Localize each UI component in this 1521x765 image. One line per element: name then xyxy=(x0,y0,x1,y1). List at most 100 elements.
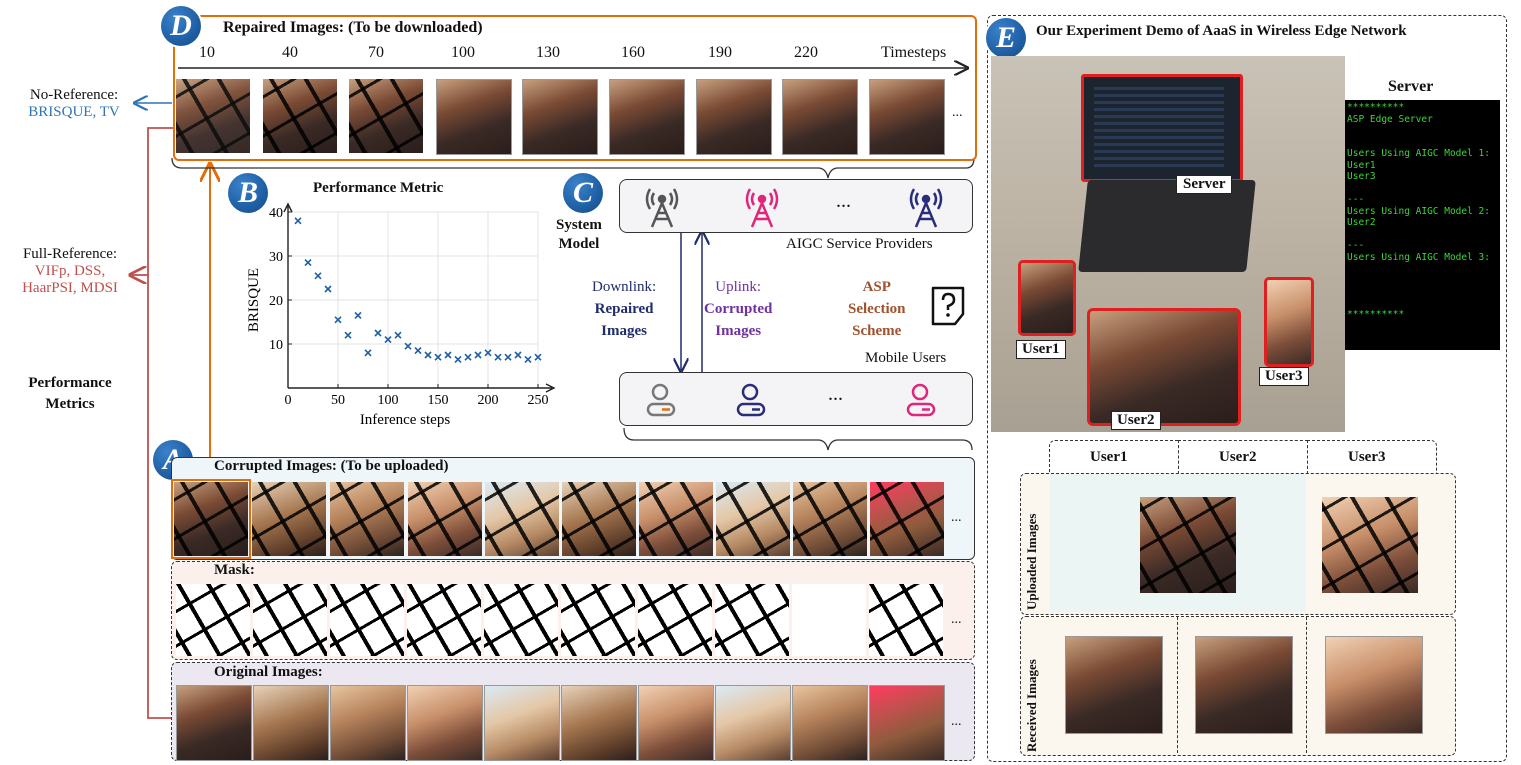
no-reference-values: BRISQUE, TV xyxy=(28,104,120,120)
data-point xyxy=(294,217,302,225)
ellipsis: ... xyxy=(951,612,962,627)
received-image-user2 xyxy=(1195,636,1293,734)
y-axis-label: BRISQUE xyxy=(246,268,262,332)
repaired-image-thumb xyxy=(436,79,512,155)
mask-thumb xyxy=(792,584,866,656)
badge-d: D xyxy=(161,6,201,46)
repaired-image-thumb xyxy=(696,79,772,155)
column-user3: User3 xyxy=(1348,449,1386,465)
corrupted-image-thumb xyxy=(639,482,713,556)
asp-line-2: Selection xyxy=(848,301,906,317)
brisque-chart: 0 50 100 150 200 250 10 20 30 40 Inference steps BR… xyxy=(246,202,556,428)
x-tick-label: 150 xyxy=(428,393,449,408)
data-point xyxy=(384,336,392,344)
repaired-image-thumb xyxy=(263,79,337,153)
received-image-user3 xyxy=(1325,636,1423,734)
repaired-image-thumb xyxy=(176,79,250,153)
terminal-line xyxy=(1347,286,1500,298)
x-tick-label: 0 xyxy=(285,393,292,408)
full-reference-title: Full-Reference: xyxy=(22,246,118,262)
repaired-images-title: Repaired Images: (To be downloaded) xyxy=(223,19,483,36)
repaired-image-thumb xyxy=(349,79,423,153)
aigc-service-providers-label: AIGC Service Providers xyxy=(786,236,933,252)
corrupted-images-title: Corrupted Images: (To be uploaded) xyxy=(214,458,449,474)
row-divider xyxy=(1306,617,1307,753)
terminal-line: User3 xyxy=(1347,171,1376,182)
ellipsis: ... xyxy=(951,510,962,525)
badge-c: C xyxy=(563,173,603,213)
system-model-label: System Model xyxy=(556,216,602,254)
terminal-line xyxy=(1347,183,1500,195)
corrupted-image-thumb xyxy=(171,479,251,559)
full-reference-values-1: VIFp, DSS, xyxy=(34,263,106,279)
terminal-line: User2 xyxy=(1347,217,1376,228)
user1-phone xyxy=(1018,260,1076,336)
user-icon xyxy=(646,383,676,417)
corrupted-image-thumb xyxy=(562,482,636,556)
badge-b: B xyxy=(228,173,268,213)
x-tick-label: 100 xyxy=(378,393,399,408)
uploaded-images-label: Uploaded Images xyxy=(1024,513,1039,610)
terminal-line xyxy=(1347,263,1500,275)
data-point xyxy=(464,353,472,361)
x-tick-label: 200 xyxy=(478,393,499,408)
full-reference-values-2: HaarPSI, MDSI xyxy=(22,280,118,296)
user2-tablet xyxy=(1087,308,1241,426)
providers-box: ... xyxy=(619,179,973,233)
original-image-thumb xyxy=(638,685,714,761)
data-point xyxy=(514,351,522,359)
original-image-thumb xyxy=(869,685,945,761)
mobile-users-label: Mobile Users xyxy=(865,350,947,366)
repaired-image-thumb xyxy=(869,79,945,155)
original-image-thumb xyxy=(792,685,868,761)
y-tick-label: 20 xyxy=(269,294,283,309)
downlink-value-2: Images xyxy=(601,323,647,339)
mask-title: Mask: xyxy=(214,562,255,578)
column-user1: User1 xyxy=(1090,449,1128,465)
antenna-icon xyxy=(645,188,679,228)
uplink-value-2: Images xyxy=(715,323,762,339)
experiment-photo: Server User1 User2 User3 xyxy=(991,56,1345,432)
data-point xyxy=(364,349,372,357)
data-point xyxy=(424,351,432,359)
data-point xyxy=(484,349,492,357)
data-point xyxy=(474,351,482,359)
y-tick-label: 40 xyxy=(269,206,283,221)
corrupted-image-thumb xyxy=(870,482,944,556)
corrupted-image-thumb xyxy=(408,482,482,556)
original-image-thumb xyxy=(330,685,406,761)
data-point xyxy=(454,355,462,363)
mask-thumb xyxy=(561,584,635,656)
asp-selection-scheme-label: ASP Selection Scheme xyxy=(848,276,906,342)
terminal-line: Users Using AIGC Model 3: xyxy=(1347,251,1490,263)
data-point xyxy=(374,329,382,337)
downlink-title: Downlink: xyxy=(592,279,657,295)
model-label: Model xyxy=(558,236,600,252)
full-reference-label: Full-Reference: VIFp, DSS, HaarPSI, MDSI xyxy=(4,246,136,297)
mask-thumb xyxy=(484,584,558,656)
data-point xyxy=(444,351,452,359)
row-divider xyxy=(1177,617,1178,753)
column-user2: User2 xyxy=(1219,449,1257,465)
uplink-title: Uplink: xyxy=(715,279,762,295)
data-point xyxy=(504,353,512,361)
timestep-label: 160 xyxy=(621,44,645,61)
terminal-line: ASP Edge Server xyxy=(1347,113,1433,125)
user2-tag: User2 xyxy=(1111,411,1161,430)
ellipsis: ... xyxy=(952,105,963,120)
mask-thumb xyxy=(176,584,250,656)
server-tag: Server xyxy=(1176,175,1233,194)
corrupted-image-thumb xyxy=(330,482,404,556)
y-tick-label: 30 xyxy=(269,250,283,265)
mask-thumb xyxy=(638,584,712,656)
antenna-icon xyxy=(909,188,943,228)
repaired-image-thumb xyxy=(609,79,685,155)
repaired-image-thumb xyxy=(522,79,598,155)
corrupted-image-thumb xyxy=(716,482,790,556)
x-tick-label: 250 xyxy=(528,393,549,408)
corrupted-image-thumb xyxy=(252,482,326,556)
original-image-thumb xyxy=(253,685,329,761)
corrupted-image-thumb xyxy=(485,482,559,556)
laptop-screen xyxy=(1081,74,1243,182)
data-point xyxy=(344,331,352,339)
